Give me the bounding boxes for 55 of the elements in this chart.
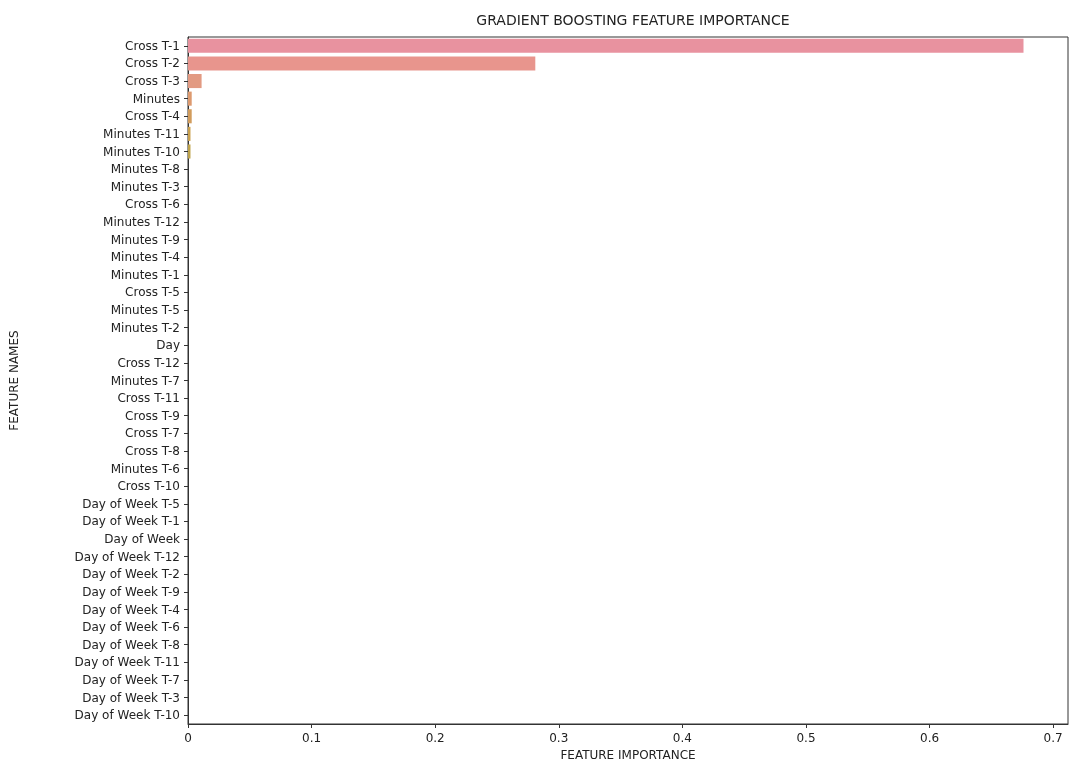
y-tick-label: Cross T-10 — [117, 479, 180, 494]
x-tick-label: 0.4 — [672, 731, 692, 745]
x-axis-title: FEATURE IMPORTANCE — [560, 747, 696, 762]
x-tick-label: 0 — [184, 731, 192, 745]
y-tick-label: Cross T-9 — [125, 408, 180, 423]
y-tick-label: Day of Week T-4 — [82, 602, 180, 617]
y-tick-label: Minutes T-12 — [103, 214, 180, 229]
x-tick-label: 0.7 — [1043, 731, 1063, 745]
y-tick-label: Cross T-6 — [125, 197, 180, 212]
y-tick-label: Cross T-2 — [125, 56, 180, 71]
y-tick-label: Minutes T-8 — [110, 162, 180, 177]
y-tick-label: Day of Week T-8 — [82, 637, 180, 652]
y-tick-label: Cross T-12 — [117, 355, 180, 370]
y-tick-label: Day of Week T-10 — [74, 708, 180, 723]
y-tick-label: Minutes T-7 — [110, 373, 180, 388]
y-tick-label: Cross T-8 — [125, 443, 180, 458]
bar — [188, 91, 192, 106]
y-tick-label: Day of Week T-11 — [74, 655, 180, 670]
chart-title: GRADIENT BOOSTING FEATURE IMPORTANCE — [476, 12, 790, 28]
y-tick-label: Cross T-5 — [125, 285, 180, 300]
y-tick-label: Day of Week T-2 — [82, 567, 180, 582]
x-tick-label: 0.6 — [920, 731, 940, 745]
y-tick-label: Cross T-7 — [125, 426, 180, 441]
y-tick-label: Day of Week — [104, 532, 181, 547]
y-tick-label: Minutes T-5 — [110, 303, 180, 318]
y-tick-label: Minutes T-6 — [110, 461, 180, 476]
y-tick-label: Day of Week T-7 — [82, 672, 180, 687]
bar — [188, 38, 1024, 53]
y-tick-label: Day of Week T-9 — [82, 584, 180, 599]
y-tick-label: Day of Week T-6 — [82, 620, 180, 635]
x-tick-label: 0.2 — [425, 731, 445, 745]
y-tick-label: Minutes T-1 — [110, 267, 180, 282]
y-tick-label: Cross T-1 — [125, 38, 180, 53]
x-tick-label: 0.3 — [549, 731, 569, 745]
y-tick-label: Minutes T-11 — [103, 126, 180, 141]
y-tick-label: Day of Week T-3 — [82, 690, 180, 705]
y-tick-label: Cross T-11 — [117, 391, 180, 406]
x-tick-label: 0.5 — [796, 731, 816, 745]
bar — [188, 109, 192, 124]
y-tick-label: Cross T-4 — [125, 109, 180, 124]
y-tick-label: Day of Week T-5 — [82, 496, 180, 511]
y-tick-label: Minutes T-4 — [110, 250, 180, 265]
y-tick-label: Day of Week T-1 — [82, 514, 180, 529]
y-tick-label: Minutes T-3 — [110, 179, 180, 194]
y-tick-label: Minutes — [132, 91, 180, 106]
bar — [188, 73, 202, 89]
y-tick-label: Minutes T-9 — [110, 232, 180, 247]
y-tick-label: Minutes T-2 — [110, 320, 180, 335]
x-tick-label: 0.1 — [302, 731, 322, 745]
bar — [188, 56, 536, 71]
y-tick-label: Day — [156, 338, 180, 353]
y-tick-label: Minutes T-10 — [103, 144, 180, 159]
y-tick-label: Cross T-3 — [125, 74, 180, 89]
y-tick-label: Day of Week T-12 — [74, 549, 180, 564]
y-axis-title: FEATURE NAMES — [7, 330, 21, 431]
